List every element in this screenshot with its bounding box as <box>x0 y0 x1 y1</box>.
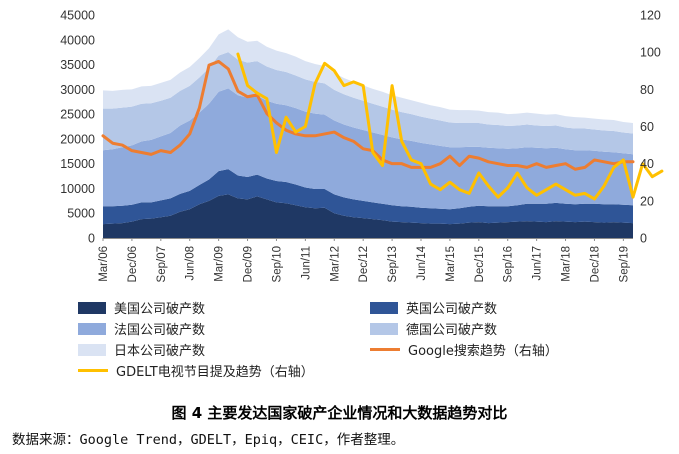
x-tick-label: Mar/12 <box>329 246 341 282</box>
x-tick-label: Mar/18 <box>561 246 573 282</box>
chart: 0 5000 10000 15000 20000 25000 30000 35000 40000… <box>60 9 664 283</box>
trend-lines <box>101 52 664 201</box>
legend-swatch-us <box>78 301 106 314</box>
line-google <box>101 59 635 171</box>
y-tick-left: 25000 <box>60 108 95 122</box>
legend-item-de: 德国公司破产数 <box>370 319 497 338</box>
x-tick-label: Sep/10 <box>271 246 283 282</box>
x-tick-label: Dec/15 <box>474 246 486 282</box>
legend-line-google <box>370 348 400 351</box>
x-tick-label: Jun/14 <box>416 245 428 280</box>
x-tick-label: Jun/17 <box>532 246 544 281</box>
legend-label-us: 美国公司破产数 <box>114 302 206 317</box>
legend-item-fr: 法国公司破产数 <box>78 319 205 338</box>
legend-swatch-uk <box>370 301 398 314</box>
axes: 0 5000 10000 15000 20000 25000 30000 35000 40000… <box>60 9 661 283</box>
line-gdelt <box>236 52 664 201</box>
y-tick-right: 80 <box>640 83 654 97</box>
y-tick-left: 30000 <box>60 83 95 97</box>
area-jp <box>103 29 633 134</box>
figure-caption: 图 4 主要发达国家破产企业情况和大数据趋势对比 <box>171 404 508 422</box>
x-tick-label: Sep/16 <box>503 246 515 282</box>
y-tick-right: 40 <box>640 157 654 171</box>
x-tick-label: Mar/09 <box>214 246 226 282</box>
x-tick-label: Sep/07 <box>156 246 168 282</box>
x-tick-label: Dec/18 <box>589 246 601 282</box>
legend-label-fr: 法国公司破产数 <box>114 323 206 338</box>
area-de <box>103 52 633 155</box>
x-tick-label: Sep/13 <box>387 246 399 282</box>
stacked-areas <box>103 29 633 238</box>
legend-label-uk: 英国公司破产数 <box>406 302 498 317</box>
y-tick-right: 60 <box>640 120 654 134</box>
x-tick-label: Mar/06 <box>98 246 110 282</box>
legend-swatch-jp <box>78 343 106 356</box>
y-tick-left: 10000 <box>60 182 95 196</box>
legend-swatch-fr <box>78 322 106 335</box>
y-tick-left: 40000 <box>60 33 95 47</box>
y-tick-right: 120 <box>640 9 661 23</box>
y-tick-left: 0 <box>88 232 95 246</box>
x-tick-label: Sep/19 <box>618 246 630 282</box>
y-tick-right: 0 <box>640 232 647 246</box>
y-tick-left: 45000 <box>60 9 95 23</box>
legend-item-jp: 日本公司破产数 <box>78 340 205 359</box>
area-uk <box>103 169 633 225</box>
area-us <box>103 194 633 238</box>
y-tick-right: 100 <box>640 46 661 60</box>
y-tick-left: 20000 <box>60 132 95 146</box>
y-tick-left: 15000 <box>60 157 95 171</box>
y-tick-left: 5000 <box>67 207 95 221</box>
legend-item-us: 美国公司破产数 <box>78 298 205 317</box>
legend-swatch-de <box>370 322 398 335</box>
legend-line-gdelt <box>78 369 108 372</box>
x-tick-label: Dec/09 <box>243 246 255 282</box>
legend-item-google: Google搜索趋势（右轴） <box>370 340 558 359</box>
x-tick-label: Mar/15 <box>445 246 457 282</box>
legend-label-google: Google搜索趋势（右轴） <box>408 344 558 359</box>
legend-label-jp: 日本公司破产数 <box>114 344 206 359</box>
x-tick-label: Jun/11 <box>300 246 312 280</box>
source-note: 数据来源：Google Trend，GDELT，Epiq，CEIC，作者整理。 <box>12 432 405 448</box>
y-tick-left: 35000 <box>60 58 95 72</box>
legend-label-de: 德国公司破产数 <box>406 323 498 338</box>
legend: 美国公司破产数 英国公司破产数 法国公司破产数 德国公司破产数 日本公司破产数 … <box>78 298 638 380</box>
x-tick-label: Jun/08 <box>185 246 197 281</box>
x-tick-label: Dec/12 <box>358 246 370 282</box>
legend-label-gdelt: GDELT电视节目提及趋势（右轴） <box>116 365 314 380</box>
legend-item-gdelt: GDELT电视节目提及趋势（右轴） <box>78 361 314 380</box>
x-tick-label: Dec/06 <box>127 246 139 282</box>
legend-item-uk: 英国公司破产数 <box>370 298 497 317</box>
y-tick-right: 20 <box>640 194 654 208</box>
